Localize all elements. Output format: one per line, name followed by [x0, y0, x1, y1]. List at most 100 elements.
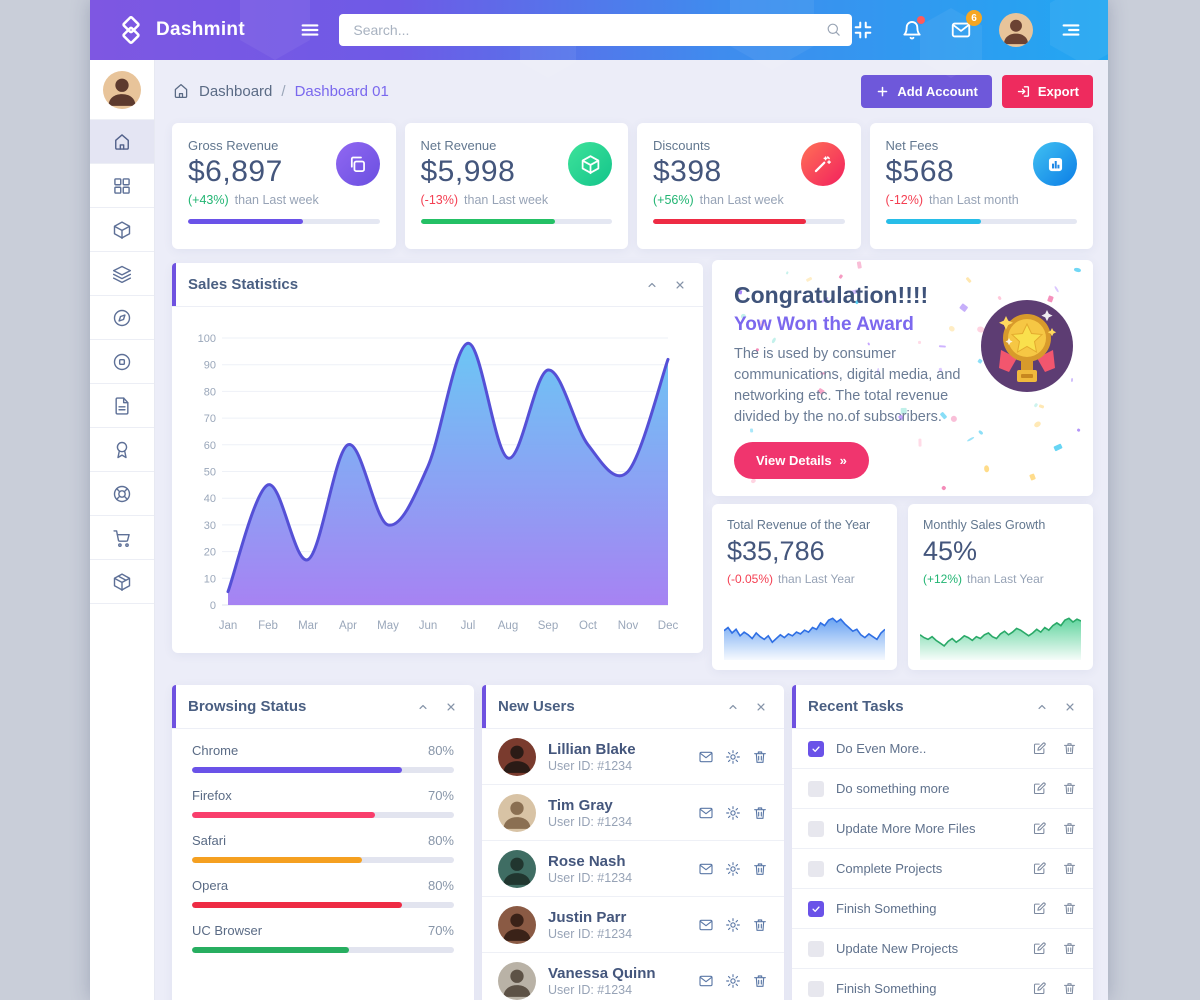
breadcrumb-root[interactable]: Dashboard	[199, 82, 273, 100]
delete-user-button[interactable]	[752, 805, 768, 821]
svg-text:80: 80	[204, 386, 216, 398]
check-icon	[811, 744, 821, 754]
collapse-button[interactable]	[1035, 700, 1049, 714]
sidebar-item-media[interactable]	[90, 340, 154, 384]
user-settings-button[interactable]	[725, 861, 741, 877]
delete-task-button[interactable]	[1062, 941, 1077, 956]
message-user-button[interactable]	[698, 805, 714, 821]
edit-icon	[1032, 941, 1047, 956]
svg-text:Sep: Sep	[538, 620, 558, 632]
delete-task-button[interactable]	[1062, 781, 1077, 796]
sales-statistics-card: Sales Statistics 0 10 20 30 40 50 60 70 80 90 100 J…	[172, 263, 703, 653]
delete-task-button[interactable]	[1062, 861, 1077, 876]
task-row: Finish Something	[792, 889, 1093, 929]
award-icon	[112, 440, 132, 460]
notification-dot	[917, 16, 925, 24]
delete-task-button[interactable]	[1062, 741, 1077, 756]
task-label: Finish Something	[836, 981, 937, 996]
edit-task-button[interactable]	[1032, 781, 1047, 796]
delete-user-button[interactable]	[752, 917, 768, 933]
task-label: Complete Projects	[836, 861, 943, 876]
search-input[interactable]	[339, 14, 852, 46]
sidebar-item-apps[interactable]	[90, 164, 154, 208]
browser-percent: 70%	[427, 923, 454, 938]
task-checkbox[interactable]	[808, 900, 824, 917]
check-icon	[811, 904, 821, 914]
close-button[interactable]	[1063, 700, 1077, 714]
search-icon[interactable]	[825, 21, 842, 38]
user-settings-button[interactable]	[725, 749, 741, 765]
notifications-button[interactable]	[901, 16, 925, 41]
task-checkbox[interactable]	[808, 740, 824, 757]
sidebar-item-explore[interactable]	[90, 296, 154, 340]
browsing-status-card: Browsing Status Chrome 80% Firefox 70% Saf…	[172, 685, 474, 1000]
edit-task-button[interactable]	[1032, 741, 1047, 756]
sidebar-item-products[interactable]	[90, 208, 154, 252]
sidebar-item-home[interactable]	[90, 120, 154, 164]
sidebar-item-documents[interactable]	[90, 384, 154, 428]
trash-icon	[752, 973, 768, 989]
delete-task-button[interactable]	[1062, 821, 1077, 836]
stat-cards-row: Gross Revenue $6,897 (+43%) than Last wee…	[172, 123, 1093, 249]
edit-task-button[interactable]	[1032, 941, 1047, 956]
stat-card-discounts: Discounts $398 (+56%) than Last week	[637, 123, 861, 249]
sidebar-item-layers[interactable]	[90, 252, 154, 296]
message-user-button[interactable]	[698, 917, 714, 933]
close-button[interactable]	[444, 700, 458, 714]
task-label: Update New Projects	[836, 941, 959, 956]
sidebar-item-sandbox[interactable]	[90, 560, 154, 604]
delete-task-button[interactable]	[1062, 901, 1077, 916]
sidebar-avatar[interactable]	[90, 60, 154, 120]
close-button[interactable]	[673, 278, 687, 292]
edit-task-button[interactable]	[1032, 861, 1047, 876]
delete-user-button[interactable]	[752, 861, 768, 877]
collapse-button[interactable]	[416, 700, 430, 714]
sidebar-item-shop[interactable]	[90, 516, 154, 560]
stat-value: $398	[653, 155, 722, 188]
edit-task-button[interactable]	[1032, 901, 1047, 916]
task-checkbox[interactable]	[808, 780, 824, 797]
user-settings-button[interactable]	[725, 917, 741, 933]
edit-icon	[1032, 981, 1047, 996]
export-label: Export	[1037, 83, 1079, 99]
browser-percent: 80%	[427, 878, 454, 893]
export-button[interactable]: Export	[1001, 74, 1093, 108]
user-settings-button[interactable]	[725, 805, 741, 821]
collapse-button[interactable]	[726, 700, 740, 714]
messages-button[interactable]: 6	[950, 10, 982, 41]
task-checkbox[interactable]	[808, 940, 824, 957]
add-account-button[interactable]: Add Account	[861, 74, 992, 108]
svg-text:0: 0	[210, 600, 216, 612]
task-checkbox[interactable]	[808, 860, 824, 877]
edit-task-button[interactable]	[1032, 981, 1047, 996]
trash-icon	[752, 861, 768, 877]
message-user-button[interactable]	[698, 973, 714, 989]
delete-task-button[interactable]	[1062, 981, 1077, 996]
message-user-button[interactable]	[698, 861, 714, 877]
delete-user-button[interactable]	[752, 973, 768, 989]
breadcrumb-current[interactable]: Dashboard 01	[294, 82, 389, 100]
user-settings-button[interactable]	[725, 973, 741, 989]
close-button[interactable]	[754, 700, 768, 714]
collapse-button[interactable]	[645, 278, 659, 292]
user-id: User ID: #1234	[548, 814, 633, 829]
sidebar-item-support[interactable]	[90, 472, 154, 516]
brand[interactable]: Dashmint	[90, 15, 299, 45]
breadcrumb-row: Dashboard / Dashboard 01 Add Account Exp…	[172, 60, 1093, 122]
breadcrumb-separator: /	[281, 82, 286, 100]
delete-user-button[interactable]	[752, 749, 768, 765]
task-checkbox[interactable]	[808, 820, 824, 837]
sidebar-item-awards[interactable]	[90, 428, 154, 472]
view-details-button[interactable]: View Details »	[734, 442, 869, 480]
mini-card-note: than Last Year	[967, 572, 1044, 586]
fullscreen-button[interactable]	[852, 19, 874, 41]
stat-delta: (-13%)	[420, 193, 459, 207]
congratulation-card: Congratulation!!!! Yow Won the Award The…	[712, 260, 1093, 496]
svg-text:Jun: Jun	[419, 620, 438, 632]
edit-task-button[interactable]	[1032, 821, 1047, 836]
task-checkbox[interactable]	[808, 980, 824, 997]
user-avatar-button[interactable]	[999, 13, 1033, 47]
message-user-button[interactable]	[698, 749, 714, 765]
bar-chart-icon	[1033, 142, 1077, 186]
new-users-card: New Users Lillian Blake User ID: #1234 Ti…	[482, 685, 784, 1000]
